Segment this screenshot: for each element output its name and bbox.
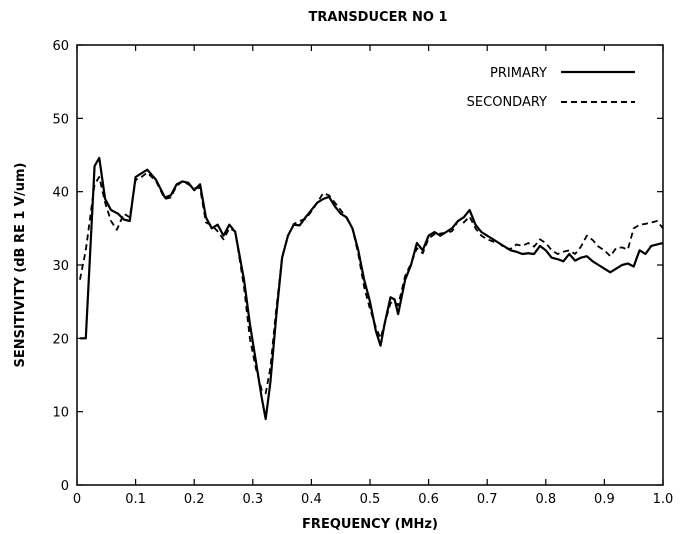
legend-label-secondary: SECONDARY bbox=[467, 95, 547, 110]
series-line-primary bbox=[79, 156, 664, 421]
x-tick-label: 0.5 bbox=[360, 492, 381, 507]
x-tick-label: 0.8 bbox=[535, 492, 556, 507]
chart-title: TRANSDUCER NO 1 bbox=[309, 10, 448, 25]
y-tick-label: 10 bbox=[52, 406, 69, 421]
y-tick-label: 50 bbox=[52, 112, 69, 127]
y-tick-label: 40 bbox=[52, 186, 69, 201]
x-axis-label: FREQUENCY (MHz) bbox=[302, 517, 438, 532]
x-tick-label: 0 bbox=[73, 492, 81, 507]
series-lines bbox=[79, 156, 664, 421]
plot-frame bbox=[76, 44, 664, 486]
axis-ticks bbox=[76, 44, 664, 486]
x-tick-label: 0.3 bbox=[242, 492, 263, 507]
legend-label-primary: PRIMARY bbox=[490, 66, 547, 81]
legend: PRIMARY SECONDARY bbox=[467, 66, 635, 110]
series-line-secondary bbox=[79, 171, 664, 395]
x-tick-label: 0.4 bbox=[301, 492, 322, 507]
y-tick-label: 30 bbox=[52, 259, 69, 274]
x-tick-label: 0.1 bbox=[125, 492, 146, 507]
y-axis-label: SENSITIVITY (dB RE 1 V/um) bbox=[13, 163, 28, 368]
y-tick-label: 60 bbox=[52, 39, 69, 54]
x-tick-label: 0.6 bbox=[418, 492, 439, 507]
x-tick-label: 1.0 bbox=[653, 492, 674, 507]
y-tick-label: 0 bbox=[61, 479, 69, 494]
x-tick-label: 0.7 bbox=[477, 492, 498, 507]
tick-labels: 0 0.1 0.2 0.3 0.4 0.5 0.6 0.7 0.8 0.9 1.0 0 10 20 30 40… bbox=[52, 39, 673, 507]
x-tick-label: 0.9 bbox=[594, 492, 615, 507]
x-tick-label: 0.2 bbox=[184, 492, 205, 507]
y-tick-label: 20 bbox=[52, 332, 69, 347]
